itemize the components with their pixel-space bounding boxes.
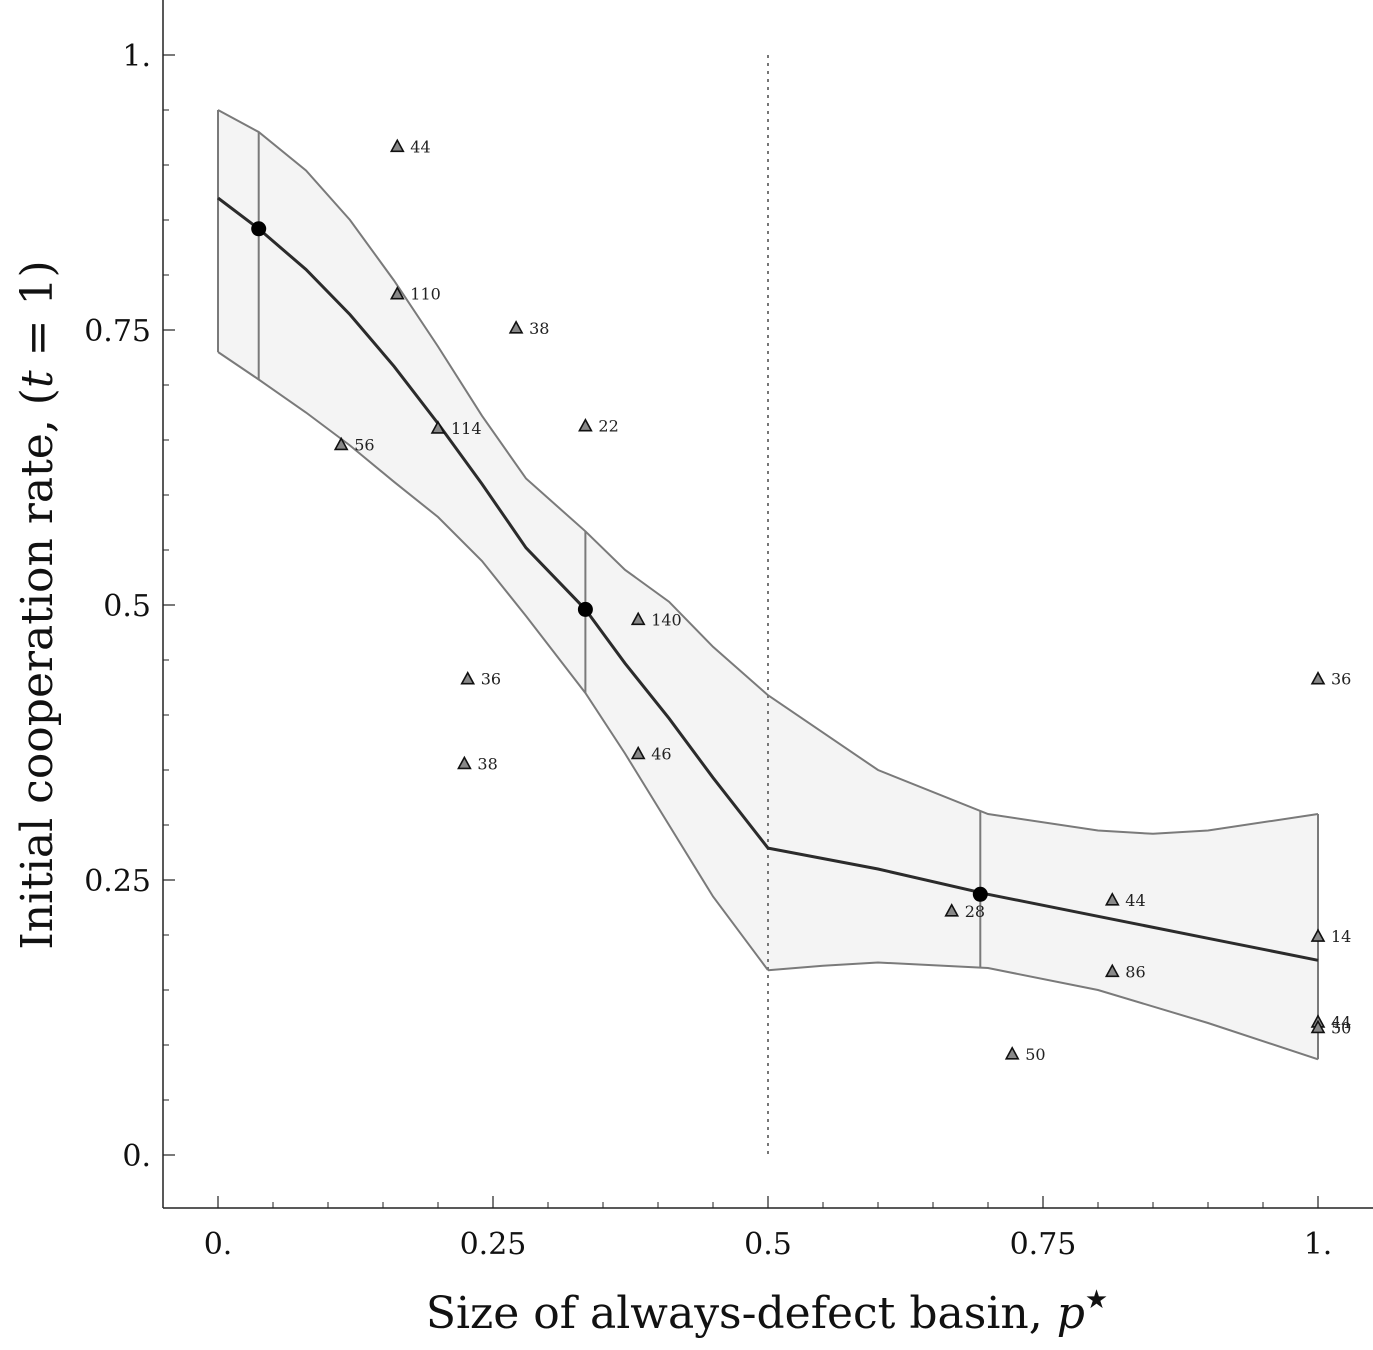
data-point-label-2: 38 (529, 319, 549, 338)
y-axis-title: Initial cooperation rate, (t = 1) (12, 260, 63, 949)
data-point-13 (1004, 1046, 1020, 1060)
data-point-15 (1310, 928, 1326, 942)
confidence-band (217, 109, 1319, 1061)
band-upper-right (767, 694, 1319, 835)
data-point-label-15: 14 (1331, 927, 1351, 946)
y-tick-label-4: 1. (122, 39, 151, 74)
y-axis-title-var: t (12, 370, 63, 388)
data-point-2 (508, 320, 524, 334)
x-axis-title-text: Size of always-defect basin, (426, 1288, 1057, 1339)
data-point-label-9: 46 (651, 745, 671, 764)
data-point-label-16: 44 (1331, 1013, 1351, 1032)
data-point-17 (1310, 1019, 1326, 1034)
y-tick-label-2: 0.5 (103, 589, 151, 624)
y-tick-label-0: 0. (122, 1139, 151, 1174)
data-point-label-17: 50 (1331, 1018, 1351, 1037)
x-tick-label-3: 0.75 (1010, 1227, 1077, 1262)
band-lower-right (767, 961, 1319, 1061)
x-tick-label-1: 0.25 (460, 1227, 527, 1262)
x-axis-title: Size of always-defect basin, p★ (426, 1285, 1108, 1339)
band-upper-left (217, 109, 769, 696)
x-tick-label-2: 0.5 (744, 1227, 792, 1262)
axes (162, 0, 1373, 1209)
fit-point-0 (251, 221, 267, 237)
data-point-5 (578, 418, 593, 432)
data-point-10 (944, 903, 960, 917)
data-point-6 (630, 611, 646, 626)
data-point-label-0: 44 (410, 137, 430, 156)
data-point-label-5: 22 (598, 417, 618, 436)
y-axis-title-tail: = 1) (12, 260, 63, 370)
y-axis-title-text: Initial cooperation rate, ( (12, 388, 63, 950)
data-point-12 (1104, 963, 1120, 978)
y-tick-label-1: 0.25 (84, 864, 151, 899)
x-tick-label-4: 1. (1304, 1227, 1333, 1262)
band-fill-left (218, 110, 768, 971)
data-point-14 (1310, 671, 1326, 685)
data-point-11 (1104, 892, 1120, 906)
data-point-label-13: 50 (1025, 1045, 1045, 1064)
data-point-7 (460, 671, 476, 685)
data-point-0 (389, 138, 405, 153)
band-fill-right (768, 695, 1318, 1060)
fit-curve-line (217, 196, 1319, 962)
data-point-label-4: 56 (354, 435, 374, 454)
fit-point-1 (577, 601, 593, 617)
y-tick-label-3: 0.75 (84, 314, 151, 349)
data-point-label-11: 44 (1125, 891, 1145, 910)
data-point-label-3: 114 (451, 419, 482, 438)
data-point-1 (389, 286, 405, 300)
ticks: 0. 0.25 0.5 0.75 1. 0. 0.25 0.5 0.75 1. (84, 39, 1332, 1262)
data-point-label-8: 38 (477, 754, 497, 773)
data-point-label-12: 86 (1125, 962, 1145, 981)
data-point-4 (333, 436, 349, 451)
x-axis-title-var: p (1057, 1288, 1085, 1339)
data-point-label-7: 36 (481, 670, 501, 689)
band-lower-left (217, 351, 769, 971)
data-point-label-10: 28 (965, 902, 985, 921)
data-point-label-6: 140 (651, 610, 682, 629)
x-tick-label-0: 0. (204, 1227, 233, 1262)
fit-curve (217, 132, 1319, 968)
data-point-3 (430, 420, 446, 434)
x-axis-title-sup: ★ (1085, 1285, 1108, 1315)
data-point-8 (457, 755, 472, 770)
fit-point-2 (972, 886, 988, 902)
data-point-label-14: 36 (1331, 670, 1351, 689)
data-point-label-1: 110 (410, 285, 441, 304)
data-point-9 (630, 745, 646, 760)
